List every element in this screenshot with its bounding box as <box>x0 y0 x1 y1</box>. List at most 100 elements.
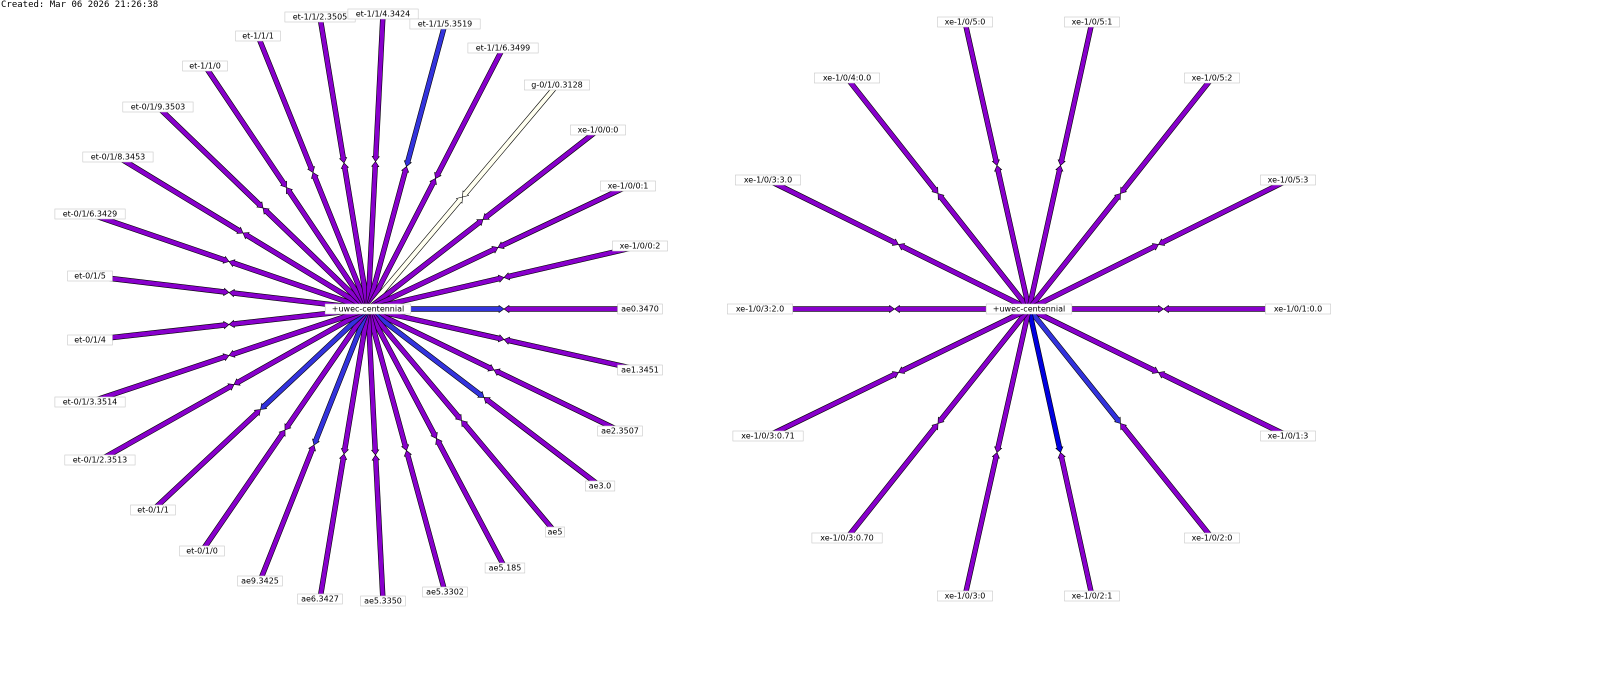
link-half-hub-side[interactable] <box>937 193 1032 311</box>
node-label[interactable]: et-0/1/0 <box>186 547 218 556</box>
link-half-hub-side[interactable] <box>1026 308 1064 454</box>
link-half-hub-side[interactable] <box>1027 243 1159 312</box>
link-half-node-side[interactable] <box>403 23 448 167</box>
node-label[interactable]: ae5.3350 <box>364 597 402 606</box>
link-half-hub-side[interactable] <box>285 187 371 311</box>
link-et-0/1/1[interactable] <box>150 306 371 513</box>
link-half-hub-side[interactable] <box>262 207 371 312</box>
link-half-hub-side[interactable] <box>365 308 410 451</box>
node-label[interactable]: xe-1/0/3:0.70 <box>820 534 873 543</box>
node-label[interactable]: et-0/1/3.3514 <box>63 398 118 407</box>
node-label[interactable]: et-0/1/1 <box>137 506 169 515</box>
link-ae6.3427[interactable] <box>317 308 371 600</box>
link-half-node-side[interactable] <box>317 16 348 164</box>
link-half-hub-side[interactable] <box>284 307 371 431</box>
node-label[interactable]: xe-1/0/1:3 <box>1268 432 1309 441</box>
node-label[interactable]: xe-1/0/5:1 <box>1072 18 1113 27</box>
link-half-node-side[interactable] <box>1057 21 1095 167</box>
node-label[interactable]: et-0/1/2.3513 <box>73 456 128 465</box>
link-half-hub-side[interactable] <box>367 274 505 312</box>
link-et-0/1/2.3513[interactable] <box>98 306 370 463</box>
node-label[interactable]: ae1.3451 <box>621 366 659 375</box>
link-half-hub-side[interactable] <box>365 166 410 310</box>
link-half-node-side[interactable] <box>766 371 899 439</box>
node-label[interactable]: et-0/1/4 <box>74 336 106 345</box>
node-label[interactable]: xe-1/0/5:2 <box>1192 74 1233 83</box>
link-xe-1/0/3:3.0[interactable] <box>766 177 1031 312</box>
link-half-hub-side[interactable] <box>994 164 1032 310</box>
link-half-hub-side[interactable] <box>1026 193 1121 311</box>
node-label[interactable]: ae5 <box>548 528 563 537</box>
node-label[interactable]: xe-1/0/2:1 <box>1072 592 1113 601</box>
link-half-hub-side[interactable] <box>260 306 371 410</box>
link-half-node-side[interactable] <box>844 423 939 540</box>
link-half-hub-side[interactable] <box>994 308 1032 454</box>
node-label[interactable]: ae3.0 <box>589 482 612 491</box>
node-label[interactable]: ae5.185 <box>489 564 522 573</box>
link-xe-1/0/3:0.70[interactable] <box>844 307 1032 540</box>
link-half-node-side[interactable] <box>434 46 506 179</box>
link-ae5.3302[interactable] <box>365 308 448 593</box>
link-xe-1/0/0:1[interactable] <box>366 183 630 312</box>
node-label[interactable]: et-1/1/4.3424 <box>356 10 411 19</box>
link-xe-1/0/0:0[interactable] <box>366 127 600 312</box>
link-half-node-side[interactable] <box>1057 451 1095 597</box>
link-xe-1/0/3:0.71[interactable] <box>766 306 1031 439</box>
link-half-node-side[interactable] <box>462 83 560 198</box>
node-label[interactable]: xe-1/0/2:0 <box>1192 534 1233 543</box>
link-et-1/1/4.3424[interactable] <box>365 13 386 310</box>
node-label[interactable]: ae9.3425 <box>241 577 279 586</box>
link-half-hub-side[interactable] <box>1026 307 1121 424</box>
node-label[interactable]: xe-1/0/0:1 <box>608 182 649 191</box>
node-label[interactable]: ae2.3507 <box>601 427 639 436</box>
link-half-hub-side[interactable] <box>365 307 462 421</box>
link-et-0/1/6.3429[interactable] <box>88 211 370 312</box>
link-half-node-side[interactable] <box>962 21 1000 167</box>
link-xe-1/0/1:3[interactable] <box>1027 306 1290 439</box>
link-half-node-side[interactable] <box>962 451 1000 597</box>
link-et-1/1/2.3505[interactable] <box>317 16 371 310</box>
link-half-node-side[interactable] <box>371 454 386 602</box>
node-label[interactable]: g-0/1/0.3128 <box>531 81 583 90</box>
node-label[interactable]: et-0/1/8.3453 <box>91 153 146 162</box>
hub-label[interactable]: +uwec-centennial <box>993 305 1065 314</box>
link-half-node-side[interactable] <box>98 383 235 463</box>
link-half-hub-side[interactable] <box>1026 164 1064 310</box>
link-half-hub-side[interactable] <box>898 306 1031 374</box>
link-half-node-side[interactable] <box>88 211 230 264</box>
link-half-hub-side[interactable] <box>366 219 484 312</box>
link-half-node-side[interactable] <box>844 76 939 194</box>
link-et-1/1/6.3499[interactable] <box>365 46 506 311</box>
link-xe-1/0/2:0[interactable] <box>1026 307 1215 540</box>
link-half-node-side[interactable] <box>199 429 286 553</box>
node-label[interactable]: xe-1/0/3:0.71 <box>741 432 794 441</box>
link-half-hub-side[interactable] <box>312 307 371 446</box>
node-label[interactable]: ae6.3427 <box>301 595 339 604</box>
link-ae5[interactable] <box>365 307 558 534</box>
link-ae2.3507[interactable] <box>366 306 622 434</box>
node-label[interactable]: et-0/1/5 <box>74 272 106 281</box>
link-ae3.0[interactable] <box>366 306 602 489</box>
link-half-hub-side[interactable] <box>365 307 438 439</box>
link-et-1/1/0[interactable] <box>202 64 371 311</box>
node-label[interactable]: et-0/1/9.3503 <box>131 103 186 112</box>
node-label[interactable]: et-1/1/1 <box>242 32 274 41</box>
node-label[interactable]: et-1/1/0 <box>189 62 221 71</box>
link-half-hub-side[interactable] <box>365 196 463 311</box>
link-et-0/1/9.3503[interactable] <box>155 104 371 312</box>
link-half-node-side[interactable] <box>150 409 261 513</box>
link-et-0/1/0[interactable] <box>199 307 371 553</box>
node-label[interactable]: et-1/1/2.3505 <box>293 13 348 22</box>
link-half-hub-side[interactable] <box>311 172 371 311</box>
link-half-hub-side[interactable] <box>365 308 380 456</box>
node-label[interactable]: xe-1/0/3:0 <box>945 592 986 601</box>
link-half-node-side[interactable] <box>257 444 316 583</box>
link-et-1/1/5.3519[interactable] <box>365 23 448 310</box>
link-half-node-side[interactable] <box>155 104 264 209</box>
link-half-node-side[interactable] <box>483 397 602 489</box>
node-label[interactable]: xe-1/0/4:0.0 <box>823 74 871 83</box>
link-half-node-side[interactable] <box>1158 371 1290 439</box>
link-half-node-side[interactable] <box>88 353 230 405</box>
link-xe-1/0/5:2[interactable] <box>1026 76 1215 311</box>
link-half-node-side[interactable] <box>435 438 508 570</box>
